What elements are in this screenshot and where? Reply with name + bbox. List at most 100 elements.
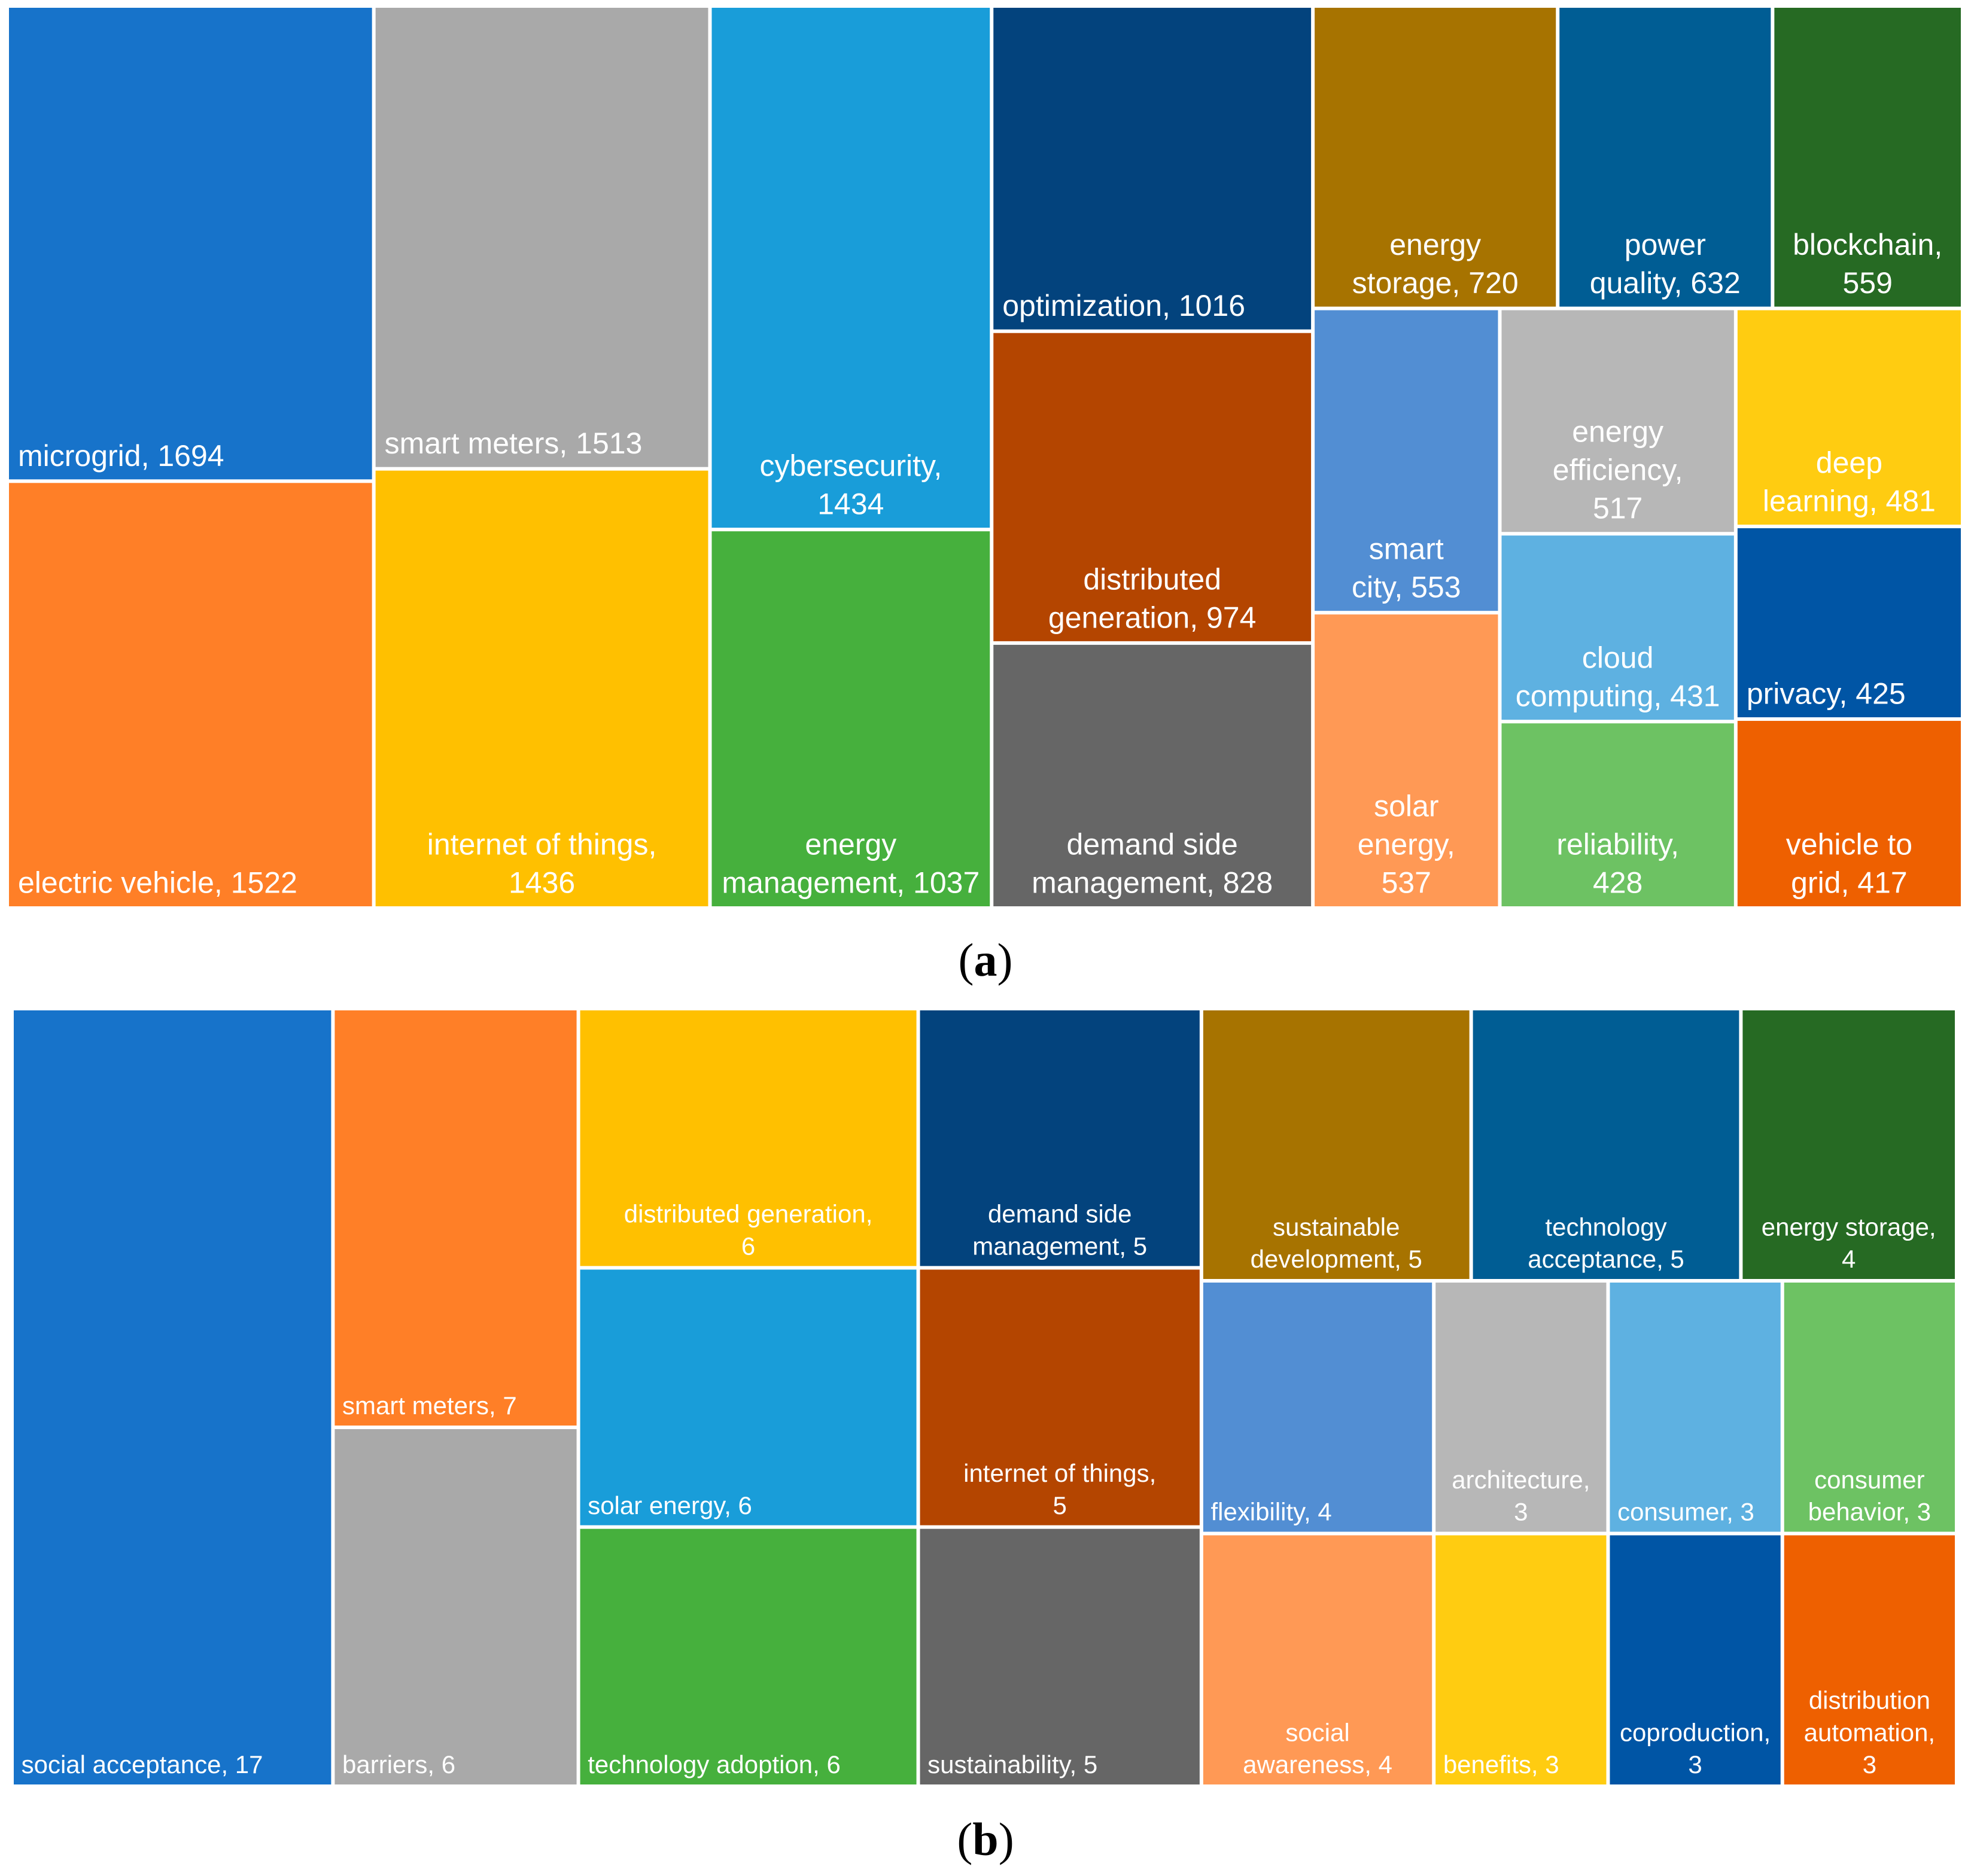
tile-a-distributed-generation: distributed generation, 974 — [993, 333, 1312, 641]
tile-rect-a-4 — [711, 8, 990, 528]
tile-label-b-5: technology adoption, 6 — [588, 1750, 841, 1778]
tile-label-b-3: distributed generation, 6 — [624, 1200, 873, 1260]
tile-b-demand-side-management: demand side management, 5 — [920, 1010, 1200, 1266]
tile-label-a-4: cybersecurity, 1434 — [760, 449, 942, 521]
tile-rect-a-5 — [711, 531, 990, 906]
panel-label-b: (b) — [0, 1813, 1971, 1866]
tile-rect-b-7 — [920, 1269, 1200, 1525]
caption-close-a: ) — [997, 934, 1013, 986]
tile-rect-a-12 — [1315, 310, 1498, 611]
tile-rect-b-14 — [1435, 1283, 1607, 1532]
tile-label-b-2: barriers, 6 — [342, 1750, 455, 1778]
tile-rect-a-16 — [1501, 535, 1734, 720]
tile-rect-b-8 — [920, 1528, 1200, 1784]
tile-label-a-18: privacy, 425 — [1747, 677, 1906, 711]
tile-rect-b-10 — [1473, 1010, 1739, 1279]
tile-rect-a-9 — [1315, 8, 1556, 307]
tile-rect-b-15 — [1435, 1535, 1607, 1784]
tile-label-a-14: energy efficiency, 517 — [1553, 415, 1683, 525]
tile-a-smart-city: smart city, 553 — [1315, 310, 1498, 611]
tile-rect-a-7 — [993, 333, 1312, 641]
tile-label-b-1: smart meters, 7 — [342, 1391, 517, 1420]
tile-rect-a-3 — [375, 470, 708, 906]
tile-rect-b-4 — [580, 1269, 917, 1525]
caption-open-a: ( — [958, 934, 974, 986]
panel-label-a: (a) — [0, 933, 1971, 987]
tile-b-sustainability: sustainability, 5 — [920, 1528, 1200, 1784]
tile-rect-a-2 — [375, 8, 708, 467]
caption-letter-b: b — [972, 1813, 999, 1865]
tile-label-a-19: vehicle to grid, 417 — [1786, 828, 1912, 900]
tile-label-b-0: social acceptance, 17 — [22, 1750, 263, 1778]
tile-label-b-14: architecture, 3 — [1452, 1466, 1590, 1526]
tile-label-b-4: solar energy, 6 — [588, 1491, 752, 1519]
caption-close-b: ) — [998, 1813, 1014, 1865]
tile-label-a-12: smart city, 553 — [1352, 532, 1461, 604]
tile-label-a-6: optimization, 1016 — [1002, 289, 1245, 322]
tile-b-consumer: consumer, 3 — [1610, 1283, 1781, 1532]
tile-rect-a-10 — [1559, 8, 1771, 307]
tile-a-blockchain: blockchain, 559 — [1774, 8, 1961, 307]
tile-label-a-16: cloud computing, 431 — [1516, 641, 1720, 713]
tile-a-energy-efficiency: energy efficiency, 517 — [1501, 310, 1734, 532]
tile-rect-b-9 — [1203, 1010, 1470, 1279]
tile-label-a-15: deep learning, 481 — [1763, 446, 1936, 518]
tile-rect-a-0 — [9, 8, 372, 480]
tile-b-distributed-generation: distributed generation, 6 — [580, 1010, 917, 1266]
tile-label-b-8: sustainability, 5 — [927, 1750, 1097, 1778]
tile-rect-a-8 — [993, 644, 1312, 906]
tile-b-technology-adoption: technology adoption, 6 — [580, 1528, 917, 1784]
caption-letter-a: a — [974, 934, 997, 986]
tile-a-solar-energy: solar energy, 537 — [1315, 614, 1498, 906]
tile-a-electric-vehicle: electric vehicle, 1522 — [9, 483, 372, 906]
tile-rect-a-11 — [1774, 8, 1961, 307]
caption-open-b: ( — [957, 1813, 973, 1865]
tile-b-flexibility: flexibility, 4 — [1203, 1283, 1432, 1532]
tile-rect-b-1 — [334, 1010, 577, 1426]
tile-b-social-awareness: social awareness, 4 — [1203, 1535, 1432, 1784]
tile-b-benefits: benefits, 3 — [1435, 1535, 1607, 1784]
tile-a-power-quality: power quality, 632 — [1559, 8, 1771, 307]
tile-label-a-2: smart meters, 1513 — [385, 427, 643, 460]
tile-label-b-11: energy storage, 4 — [1762, 1213, 1936, 1273]
tile-rect-b-11 — [1742, 1010, 1955, 1279]
tile-rect-b-6 — [920, 1010, 1200, 1266]
tile-rect-b-16 — [1610, 1283, 1781, 1532]
tile-label-b-18: coproduction, 3 — [1620, 1718, 1771, 1778]
tile-a-reliability: reliability, 428 — [1501, 723, 1734, 906]
tile-rect-b-19 — [1784, 1535, 1955, 1784]
tile-rect-b-18 — [1610, 1535, 1781, 1784]
tile-label-b-16: consumer, 3 — [1617, 1498, 1754, 1526]
tile-label-b-6: demand side management, 5 — [972, 1200, 1147, 1260]
tile-label-a-5: energy management, 1037 — [722, 828, 980, 900]
tile-b-barriers: barriers, 6 — [334, 1429, 577, 1784]
tile-label-b-10: technology acceptance, 5 — [1528, 1213, 1684, 1273]
tile-label-a-10: power quality, 632 — [1590, 228, 1741, 300]
tile-label-a-8: demand side management, 828 — [1032, 828, 1273, 900]
tile-rect-a-13 — [1315, 614, 1498, 906]
tile-rect-a-17 — [1501, 723, 1734, 906]
tile-a-demand-side-management: demand side management, 828 — [993, 644, 1312, 906]
tile-label-a-7: distributed generation, 974 — [1048, 562, 1257, 634]
tile-b-technology-acceptance: technology acceptance, 5 — [1473, 1010, 1739, 1279]
tile-rect-b-13 — [1203, 1535, 1432, 1784]
tile-a-microgrid: microgrid, 1694 — [9, 8, 372, 480]
tile-label-b-17: consumer behavior, 3 — [1808, 1466, 1932, 1526]
tile-rect-b-0 — [14, 1010, 331, 1784]
tile-a-energy-storage: energy storage, 720 — [1315, 8, 1556, 307]
tile-label-a-3: internet of things, 1436 — [427, 828, 657, 900]
treemap-b: social acceptance, 17 smart meters, 7 barr… — [14, 1010, 1955, 1784]
tile-label-b-7: internet of things, 5 — [963, 1459, 1156, 1519]
tile-b-coproduction: coproduction, 3 — [1610, 1535, 1781, 1784]
tile-label-a-17: reliability, 428 — [1556, 828, 1679, 900]
tile-a-cloud-computing: cloud computing, 431 — [1501, 535, 1734, 720]
tile-rect-a-15 — [1737, 310, 1961, 525]
tile-a-privacy: privacy, 425 — [1737, 528, 1961, 718]
tile-a-vehicle-to-grid: vehicle to grid, 417 — [1737, 721, 1961, 906]
tile-rect-a-6 — [993, 8, 1312, 330]
tile-label-b-9: sustainable development, 5 — [1251, 1213, 1422, 1273]
tile-label-a-9: energy storage, 720 — [1352, 228, 1519, 300]
tile-rect-b-3 — [580, 1010, 917, 1266]
tile-a-optimization: optimization, 1016 — [993, 8, 1312, 330]
